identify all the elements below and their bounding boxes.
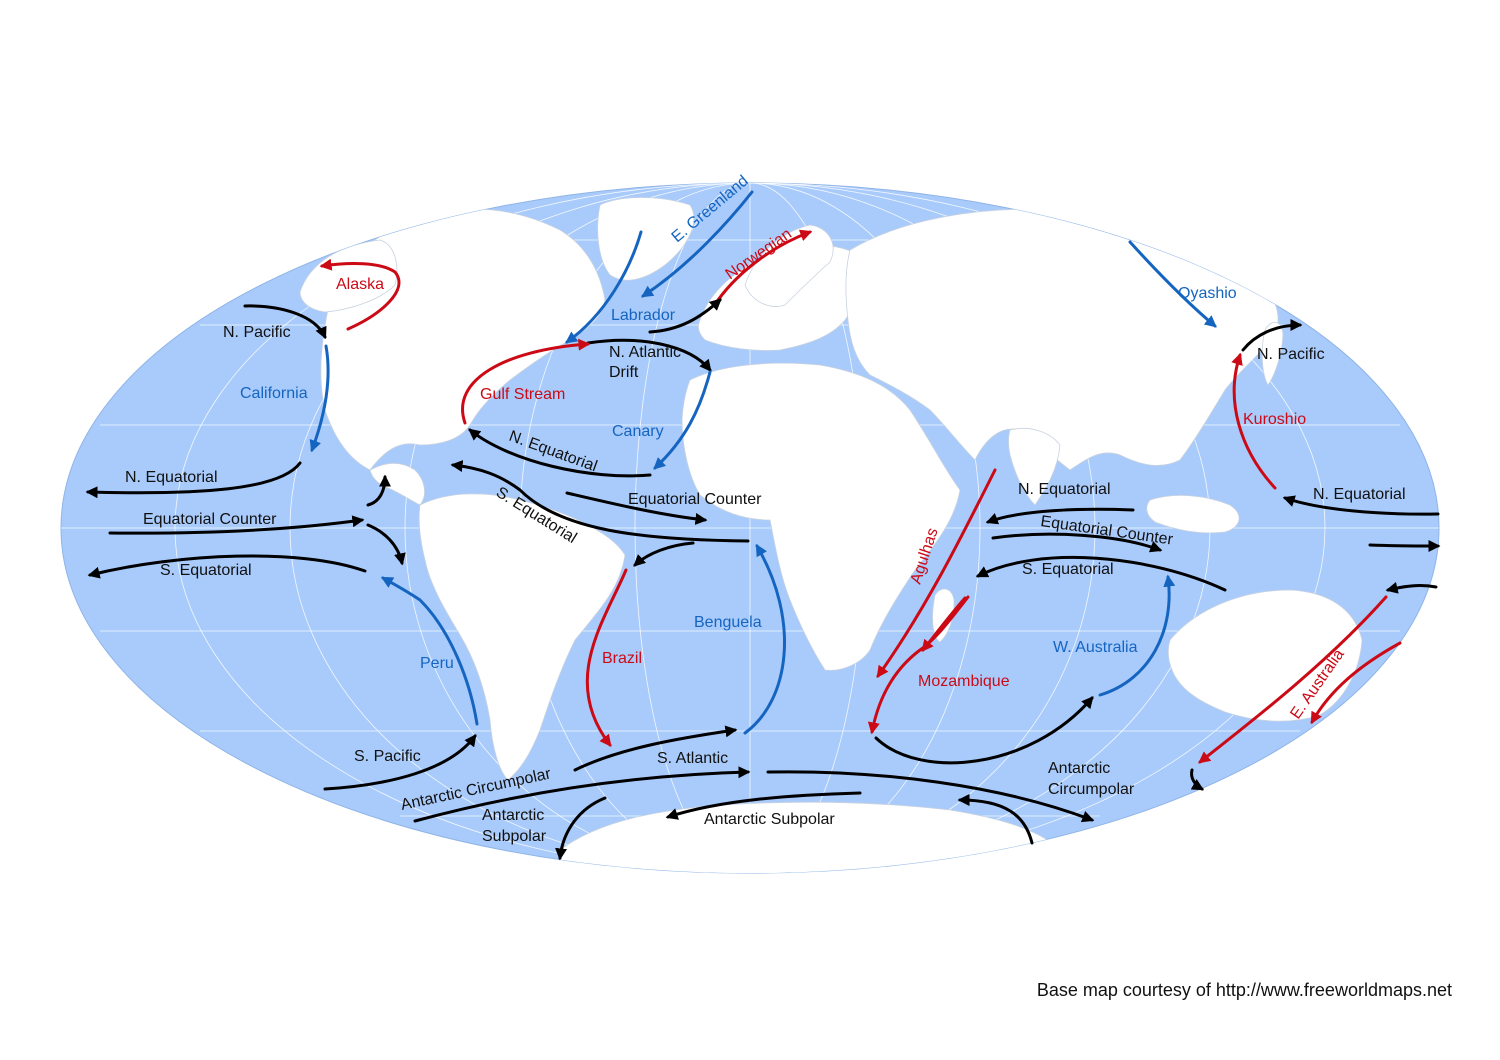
- gulf-stream-arrow: [461, 338, 591, 425]
- s-equatorial-west-pacific-arrow: [1385, 581, 1438, 594]
- e-greenland-arrow: [640, 190, 754, 298]
- n-equatorial-indian-arrow: [985, 507, 1135, 525]
- label-s-pacific: S. Pacific: [354, 748, 421, 765]
- label-antarctic-circumpolar-east-2: Circumpolar: [1048, 781, 1135, 798]
- label-antarctic-subpolar-west-1: Antarctic: [482, 807, 544, 824]
- n-pacific-west-arrow: [1241, 319, 1303, 352]
- label-s-equatorial-indian: S. Equatorial: [1022, 561, 1114, 578]
- label-equatorial-counter-pacific: Equatorial Counter: [143, 511, 277, 528]
- n-equatorial-atlantic-arrow: [468, 428, 652, 478]
- south-america: [418, 493, 626, 781]
- agulhas-arrow: [876, 468, 997, 678]
- label-n-equatorial-west-pacific: N. Equatorial: [1313, 486, 1406, 503]
- current-arrows: [85, 190, 1441, 861]
- s-equatorial-atlantic-branch-arrow: [633, 541, 695, 567]
- label-canary: Canary: [612, 423, 664, 440]
- label-w-australia: W. Australia: [1053, 639, 1138, 656]
- mozambique-upper-arrow: [921, 596, 967, 652]
- n-atlantic-drift-south-arrow: [586, 338, 712, 372]
- label-n-atlantic-drift-1: N. Atlantic: [609, 344, 681, 361]
- benguela-arrow: [743, 543, 786, 735]
- antarctic-subpolar-center-arrow: [665, 791, 862, 820]
- e-australia-tasman-arrow: [1310, 641, 1402, 725]
- label-alaska: Alaska: [336, 276, 384, 293]
- label-equatorial-counter-atlantic: Equatorial Counter: [628, 491, 762, 508]
- oyashio-arrow: [1128, 240, 1217, 328]
- label-s-equatorial-pacific: S. Equatorial: [160, 562, 252, 579]
- s-equatorial-pacific-arrow: [87, 554, 367, 579]
- label-antarctic-subpolar-center: Antarctic Subpolar: [704, 811, 835, 828]
- label-benguela: Benguela: [694, 614, 762, 631]
- s-equatorial-atlantic-arrow: [450, 460, 750, 543]
- alaska-current-arrow: [319, 258, 401, 331]
- label-n-equatorial-indian: N. Equatorial: [1018, 481, 1111, 498]
- label-n-pacific-east: N. Pacific: [223, 324, 291, 341]
- n-atlantic-drift-arrow: [648, 298, 722, 334]
- brazil-arrow: [585, 568, 628, 747]
- label-brazil: Brazil: [602, 650, 642, 667]
- n-equatorial-pacific-arrow: [85, 461, 302, 499]
- california-current-arrow: [309, 344, 330, 453]
- scandinavia: [744, 224, 834, 307]
- label-peru: Peru: [420, 655, 454, 672]
- kuroshio-arrow: [1231, 352, 1277, 490]
- greenland: [597, 197, 695, 281]
- label-oyashio: Oyashio: [1178, 285, 1237, 302]
- equatorial-counter-west-pacific-arrow: [1368, 539, 1441, 552]
- equatorial-counter-pacific-arrow: [108, 515, 365, 535]
- indian-gyre-arrow: [874, 696, 1094, 765]
- n-equatorial-west-pacific-arrow: [1282, 495, 1440, 516]
- antarctic-circumpolar-center-arrow: [766, 770, 1095, 823]
- labrador-arrow: [565, 230, 643, 344]
- label-kuroshio: Kuroshio: [1243, 411, 1306, 428]
- canary-arrow: [653, 370, 712, 470]
- japan: [1261, 321, 1284, 386]
- label-gulf-stream: Gulf Stream: [480, 386, 565, 403]
- map-credit: Base map courtesy of http://www.freeworl…: [1036, 980, 1452, 1000]
- panama-south-arrow: [366, 523, 406, 566]
- landmasses: [299, 197, 1416, 873]
- label-n-equatorial-pacific: N. Equatorial: [125, 469, 218, 486]
- s-atlantic-arrow: [573, 725, 738, 772]
- panama-north-arrow: [366, 474, 391, 507]
- equatorial-counter-atlantic-arrow: [565, 491, 708, 525]
- southeast-asia-islands: [1146, 495, 1240, 534]
- alaska: [299, 239, 398, 313]
- label-n-pacific-west: N. Pacific: [1257, 346, 1325, 363]
- label-antarctic-subpolar-west-2: Subpolar: [482, 828, 547, 845]
- s-equatorial-indian-arrow: [975, 555, 1227, 592]
- antarctic-circumpolar-west-arrow: [413, 766, 751, 823]
- e-australia-arrow: [1198, 595, 1388, 764]
- equatorial-counter-indian-arrow: [991, 532, 1163, 553]
- antarctic-subpolar-west-arrow: [555, 796, 607, 861]
- antarctic-subpolar-east-arrow: [957, 794, 1034, 845]
- nz-arrow: [1190, 768, 1205, 791]
- norwegian-arrow: [716, 229, 813, 302]
- peru-current-arrow: [380, 576, 479, 726]
- africa: [681, 362, 961, 671]
- n-pacific-east-arrow: [243, 304, 327, 340]
- label-n-atlantic-drift-2: Drift: [609, 364, 639, 381]
- india: [1008, 428, 1061, 506]
- s-pacific-arrow: [323, 734, 477, 791]
- mozambique-arrow: [867, 595, 970, 735]
- w-australia-arrow: [1098, 574, 1176, 697]
- label-s-atlantic: S. Atlantic: [657, 750, 728, 767]
- label-california: California: [240, 385, 308, 402]
- new-zealand: [1391, 709, 1416, 751]
- label-labrador: Labrador: [611, 307, 676, 324]
- label-mozambique: Mozambique: [918, 673, 1010, 690]
- label-antarctic-circumpolar-east-1: Antarctic: [1048, 760, 1110, 777]
- australia: [1167, 589, 1363, 722]
